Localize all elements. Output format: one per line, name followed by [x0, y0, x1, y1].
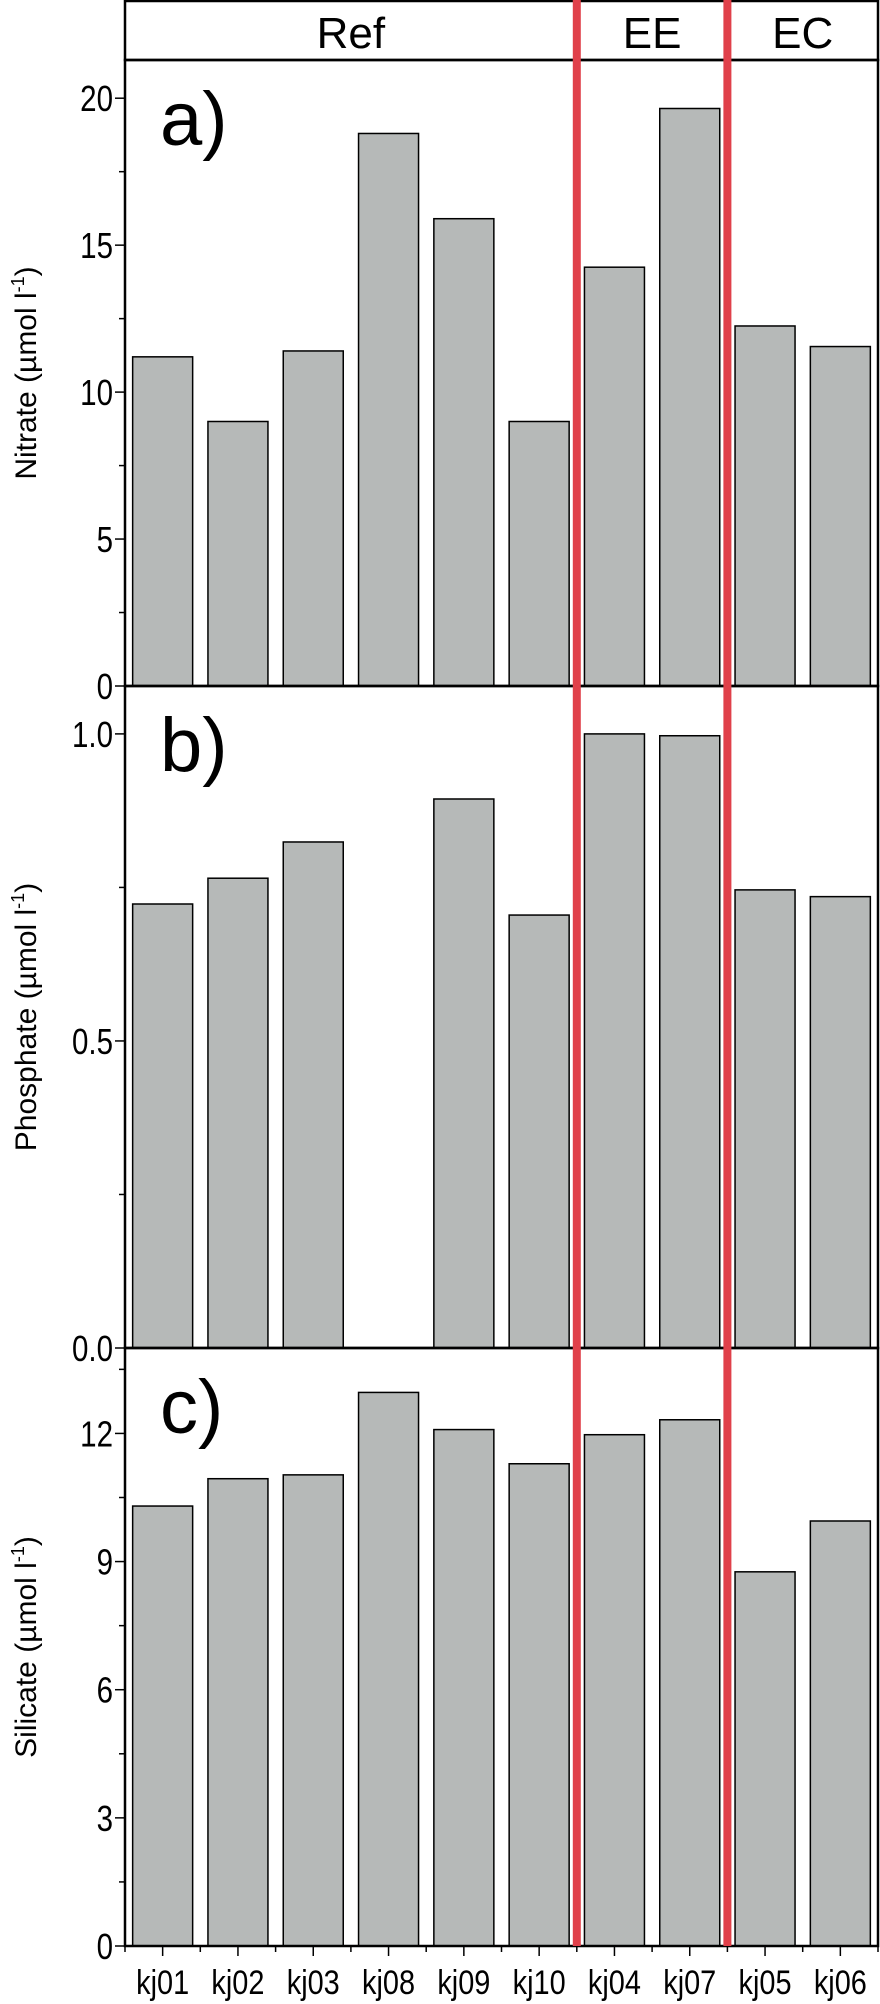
y-tick-label: 20: [80, 78, 113, 118]
y-axis-label: Silicate (µmol l-1): [8, 1536, 43, 1758]
bar-kj06: [809, 895, 872, 1349]
y-axis-label-superscript: -1: [8, 893, 28, 909]
x-tick-label-kj05: kj05: [739, 1963, 792, 2002]
bar-kj04: [583, 266, 646, 687]
y-tick-label: 3: [97, 1798, 113, 1838]
y-axis-label-close: ): [10, 883, 43, 893]
bar-kj09: [433, 1428, 495, 1947]
x-tick-label-kj02: kj02: [211, 1963, 264, 2002]
bar-kj09: [433, 217, 495, 687]
group-label-ee: EE: [623, 9, 682, 58]
y-tick-label: 1.0: [72, 714, 113, 754]
x-tick-label-kj03: kj03: [287, 1963, 340, 2002]
y-tick-label: 0: [97, 666, 113, 706]
y-tick-label: 5: [97, 519, 113, 559]
bar-kj03: [282, 350, 344, 687]
group-label-ec: EC: [772, 9, 833, 58]
bar-kj08: [357, 1391, 420, 1947]
bar-kj01: [131, 356, 194, 687]
bar-kj03: [282, 1474, 344, 1947]
x-tick-label-kj08: kj08: [362, 1963, 415, 2002]
bar-kj01: [131, 903, 194, 1349]
y-axis-label-close: ): [10, 266, 43, 276]
bar-kj06: [809, 1520, 872, 1947]
bar-kj02: [207, 1477, 269, 1947]
bar-kj10: [508, 914, 570, 1349]
x-tick-label-kj10: kj10: [513, 1963, 566, 2002]
y-axis-label-superscript: -1: [8, 276, 28, 292]
y-axis-label: Nitrate (µmol l-1): [8, 266, 43, 479]
bar-kj02: [207, 877, 269, 1349]
panel-a: 0 5 10 15 20 Nitrate (µmol l-1) a): [8, 58, 880, 707]
bar-kj05: [734, 889, 796, 1349]
y-tick-label: 9: [97, 1542, 113, 1582]
bar-kj09: [433, 798, 495, 1349]
bar-kj06: [809, 345, 872, 687]
bar-kj04: [583, 733, 646, 1349]
y-tick-label: 0.0: [72, 1328, 113, 1368]
y-tick-label: 0.5: [72, 1021, 113, 1061]
panel-label: b): [160, 703, 228, 788]
x-tick-label-kj07: kj07: [663, 1963, 716, 2002]
panel-b: 0.0 0.5 1.0 Phosphate (µmol l-1) b): [8, 684, 880, 1369]
bar-kj07: [659, 734, 721, 1349]
group-header-box: [123, 0, 880, 62]
y-axis-label-text: Silicate (µmol l: [10, 1562, 43, 1758]
y-tick-label: 15: [80, 225, 113, 265]
bar-kj05: [734, 325, 796, 687]
x-tick-label-kj06: kj06: [814, 1963, 867, 2002]
y-axis-label-close: ): [10, 1536, 43, 1546]
y-tick-label: 10: [80, 372, 113, 412]
panel-c: 0 3 6 9 12 Silicate (µmol l-1) c): [8, 1346, 880, 1967]
y-axis-label-superscript: -1: [8, 1546, 28, 1562]
y-axis-label: Phosphate (µmol l-1): [8, 883, 43, 1151]
x-tick-label-kj09: kj09: [437, 1963, 490, 2002]
x-tick-label-kj01: kj01: [136, 1963, 189, 2002]
x-tick-label-kj04: kj04: [588, 1963, 641, 2002]
bar-kj07: [659, 1419, 721, 1947]
bar-kj02: [207, 420, 269, 687]
bar-kj04: [583, 1433, 646, 1947]
bar-kj10: [508, 420, 570, 687]
y-axis-label-text: Nitrate (µmol l: [10, 292, 43, 479]
y-tick-label: 12: [80, 1414, 113, 1454]
group-label-ref: Ref: [317, 9, 386, 58]
bar-kj05: [734, 1571, 796, 1947]
y-tick-label: 6: [97, 1670, 113, 1710]
bar-kj08: [357, 132, 420, 687]
bar-kj01: [131, 1505, 194, 1947]
panel-label: c): [160, 1365, 223, 1450]
bar-kj07: [659, 107, 721, 687]
bar-kj03: [282, 841, 344, 1349]
panel-label: a): [160, 77, 228, 162]
y-axis-label-text: Phosphate (µmol l: [10, 909, 43, 1151]
y-tick-label: 0: [97, 1926, 113, 1966]
bar-kj10: [508, 1463, 570, 1947]
